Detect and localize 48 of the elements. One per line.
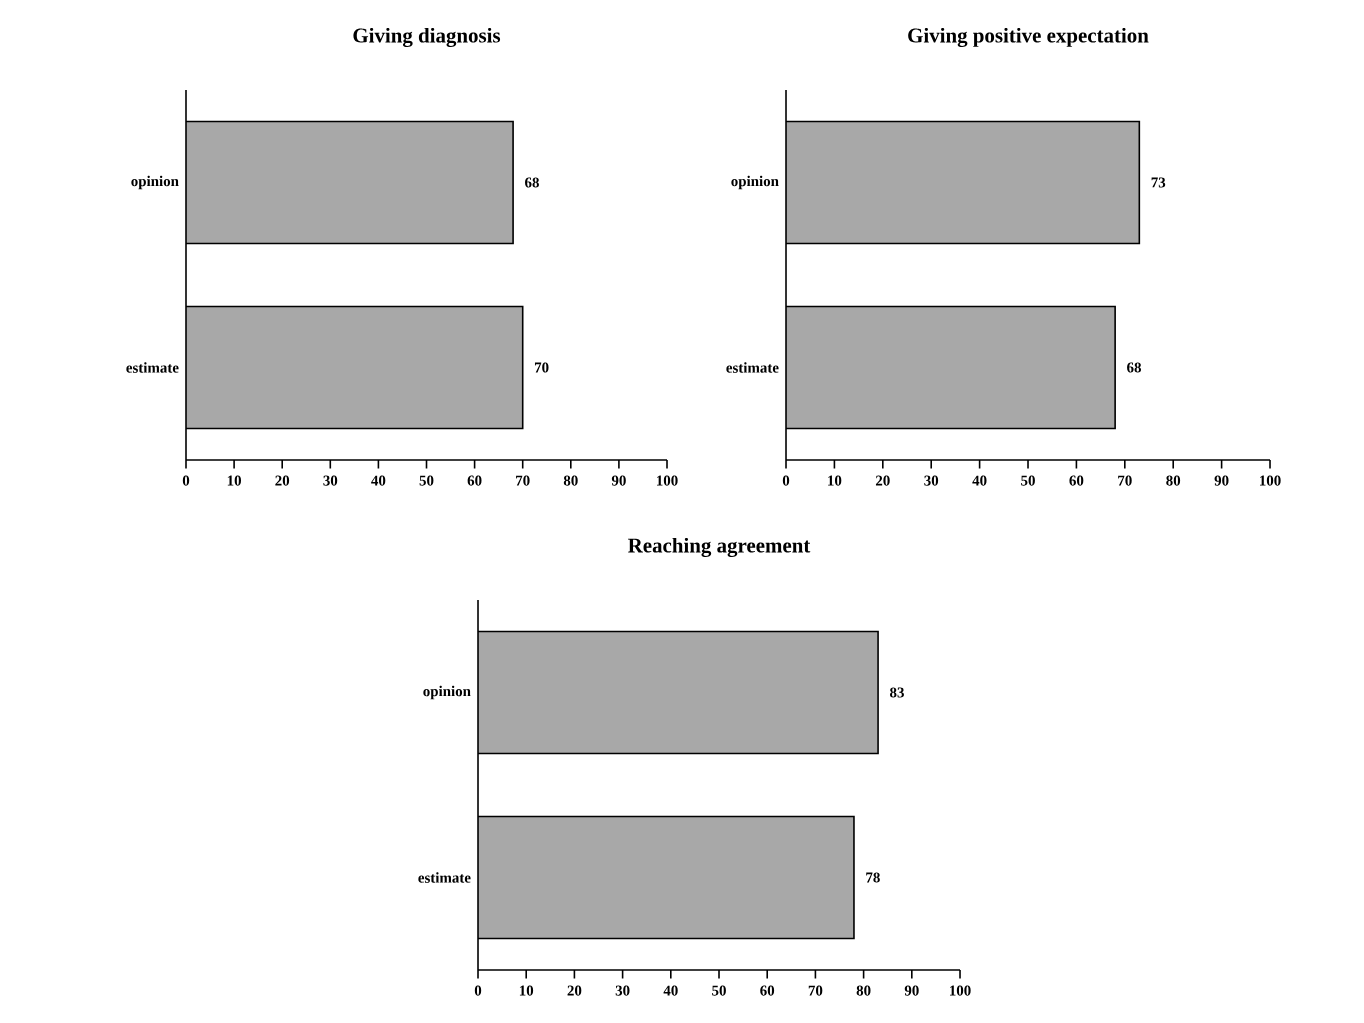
x-tick-label: 10: [519, 985, 534, 996]
x-tick-label: 40: [972, 475, 987, 486]
chart-title: Reaching agreement: [628, 537, 811, 558]
chart-title: Giving diagnosis: [353, 27, 501, 48]
x-tick-label: 0: [182, 475, 190, 486]
y-tick-label: opinion: [423, 685, 471, 700]
y-tick-label: opinion: [731, 175, 779, 190]
x-tick-label: 100: [1259, 475, 1281, 486]
x-tick-label: 70: [1118, 475, 1132, 486]
x-tick-label: 20: [567, 985, 582, 996]
data-label: 68: [525, 177, 539, 188]
x-tick-label: 100: [949, 985, 971, 996]
x-tick-label: 80: [1166, 475, 1181, 486]
x-tick-label: 90: [1214, 475, 1229, 486]
x-tick-label: 50: [712, 985, 726, 996]
x-tick-label: 10: [828, 475, 842, 486]
x-tick-label: 80: [563, 475, 578, 486]
x-tick-label: 20: [875, 475, 890, 486]
x-tick-label: 90: [904, 985, 919, 996]
x-tick-label: 50: [1021, 475, 1035, 486]
y-tick-label: opinion: [131, 175, 179, 190]
x-tick-label: 80: [856, 985, 871, 996]
y-tick-label: estimate: [726, 362, 779, 373]
y-tick-label: estimate: [126, 362, 179, 373]
x-tick-label: 20: [275, 475, 290, 486]
x-tick-label: 100: [656, 475, 678, 486]
x-tick-label: 40: [663, 985, 678, 996]
data-label: 73: [1151, 177, 1166, 188]
x-tick-label: 70: [808, 985, 823, 996]
y-tick-label: estimate: [418, 872, 471, 883]
data-label: 78: [866, 872, 880, 883]
x-tick-label: 30: [323, 475, 338, 486]
x-tick-label: 10: [227, 475, 242, 486]
x-tick-label: 40: [371, 475, 386, 486]
x-tick-label: 50: [419, 475, 434, 486]
chart-title: Giving positive expectation: [908, 27, 1149, 48]
x-tick-label: 0: [474, 985, 482, 996]
x-tick-label: 0: [782, 475, 790, 486]
x-tick-label: 60: [760, 985, 775, 996]
x-tick-label: 30: [924, 475, 939, 486]
data-label: 68: [1127, 362, 1142, 373]
x-tick-label: 60: [1069, 475, 1084, 486]
x-tick-label: 70: [516, 475, 530, 486]
x-tick-label: 60: [467, 475, 482, 486]
data-label: 83: [890, 687, 904, 698]
data-label: 70: [534, 362, 549, 373]
x-tick-label: 30: [615, 985, 630, 996]
x-tick-label: 90: [611, 475, 626, 486]
